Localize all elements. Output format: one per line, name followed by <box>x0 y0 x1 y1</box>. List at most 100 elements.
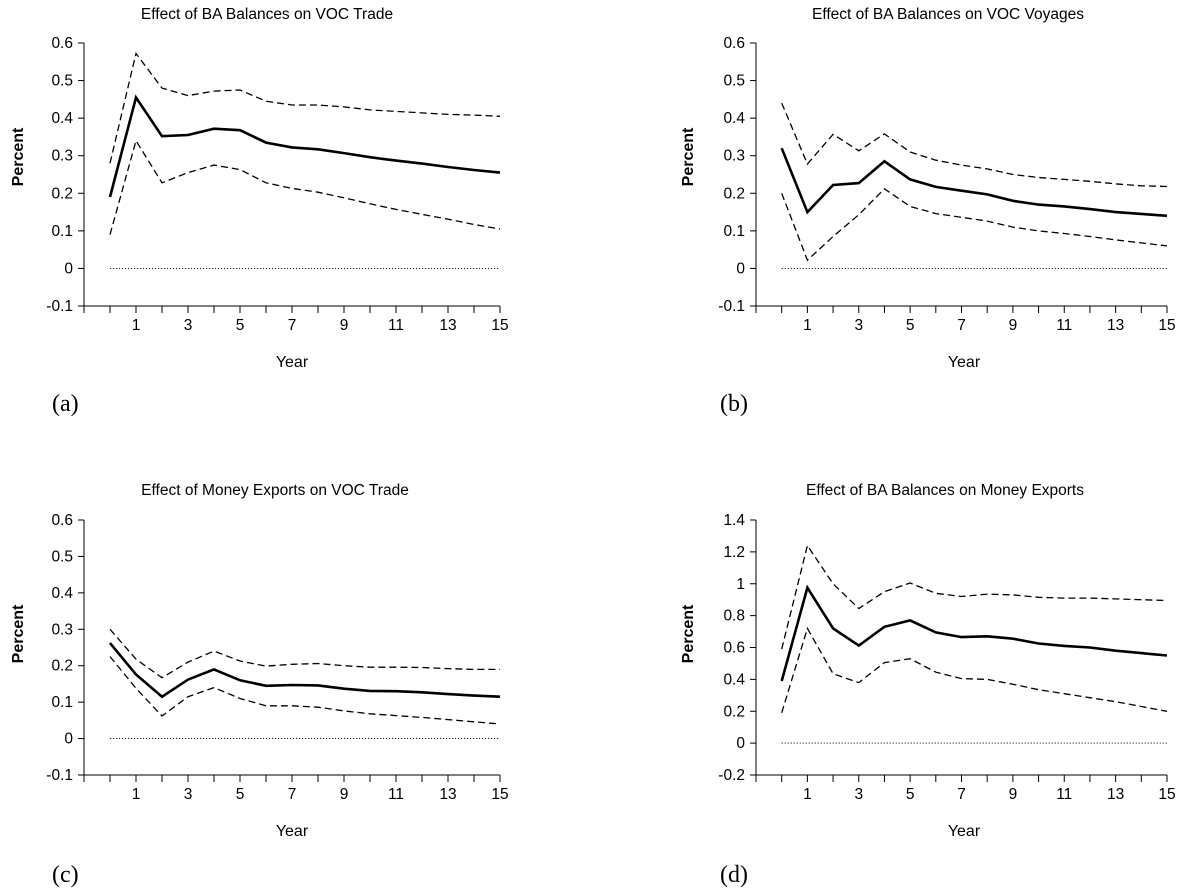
y-axis-label: Percent <box>10 604 27 663</box>
panel-label: (b) <box>720 391 748 417</box>
y-tick-label: -0.1 <box>718 298 745 315</box>
x-tick-label: 1 <box>132 317 141 334</box>
y-tick-label: 1.2 <box>723 544 745 561</box>
panel-d: Effect of BA Balances on Money Exports P… <box>680 482 1176 888</box>
plot-area: -0.200.20.40.60.811.21.41 3 5 7 9 11 13 15 <box>718 512 1175 803</box>
x-tick-label: 13 <box>1107 786 1124 803</box>
chart-title: Effect of BA Balances on VOC Trade <box>141 6 393 23</box>
x-tick-label: 1 <box>803 786 812 803</box>
y-tick-label: 0.1 <box>51 694 73 711</box>
x-axis-label: Year <box>948 823 981 840</box>
y-axis-label: Percent <box>10 127 27 186</box>
chart-title: Effect of Money Exports on VOC Trade <box>141 482 409 499</box>
x-tick-label: 11 <box>1056 317 1072 334</box>
panel-a: Effect of BA Balances on VOC Trade Perce… <box>10 6 509 417</box>
x-tick-label: 9 <box>1009 317 1018 334</box>
series-line-confidence-band <box>109 139 501 235</box>
panel-b: Effect of BA Balances on VOC Voyages Per… <box>680 6 1176 417</box>
y-tick-label: 0.6 <box>723 640 745 657</box>
series-line-estimate <box>108 94 501 198</box>
y-tick-label: 0.2 <box>723 703 745 720</box>
x-tick-label: 7 <box>957 786 966 803</box>
panel-label: (c) <box>52 862 79 888</box>
x-tick-label: 7 <box>288 317 297 334</box>
plot-area: -0.100.10.20.30.40.50.61 3 5 7 9 11 13 15 <box>46 35 508 334</box>
y-tick-label: 1.4 <box>723 512 745 529</box>
x-tick-label: 15 <box>491 317 508 334</box>
panel-c: Effect of Money Exports on VOC Trade Per… <box>10 482 509 888</box>
y-tick-label: 0.2 <box>51 658 73 675</box>
y-tick-label: 0.4 <box>51 110 73 127</box>
panel-label: (a) <box>52 391 79 417</box>
x-tick-label: 13 <box>439 786 456 803</box>
x-tick-label: 1 <box>803 317 812 334</box>
y-tick-label: 0.3 <box>51 148 73 165</box>
series-line-estimate <box>780 147 1168 218</box>
x-axis-label: Year <box>276 823 309 840</box>
series-line-confidence-band <box>781 626 1168 713</box>
y-tick-label: 0.6 <box>51 35 73 52</box>
x-tick-label: 7 <box>288 786 297 803</box>
x-tick-label: 13 <box>1107 317 1124 334</box>
x-tick-label: 11 <box>388 317 404 334</box>
y-tick-label: 0.5 <box>723 73 745 90</box>
y-tick-label: 0.2 <box>51 185 73 202</box>
x-tick-label: 11 <box>388 786 404 803</box>
y-tick-label: 0.4 <box>723 671 745 688</box>
y-tick-label: 0.8 <box>723 608 745 625</box>
x-tick-label: 15 <box>1158 317 1175 334</box>
y-tick-label: 0.5 <box>51 548 73 565</box>
x-tick-label: 7 <box>957 317 966 334</box>
y-tick-label: 0.3 <box>723 148 745 165</box>
x-tick-label: 3 <box>854 786 863 803</box>
x-tick-label: 15 <box>1158 786 1175 803</box>
x-tick-label: 11 <box>1056 786 1072 803</box>
series-line-confidence-band <box>109 52 501 164</box>
x-tick-label: 1 <box>132 786 141 803</box>
y-tick-label: 0 <box>64 260 73 277</box>
y-tick-label: 0.4 <box>51 585 73 602</box>
y-tick-label: -0.1 <box>46 767 73 784</box>
y-tick-label: -0.1 <box>46 298 73 315</box>
x-tick-label: 5 <box>236 786 245 803</box>
chart-title: Effect of BA Balances on Money Exports <box>806 482 1084 499</box>
y-tick-label: 0.4 <box>723 110 745 127</box>
series-line-confidence-band <box>781 187 1168 262</box>
series-line-estimate <box>780 584 1168 682</box>
y-tick-label: 0.2 <box>723 185 745 202</box>
y-axis-label: Percent <box>680 604 697 663</box>
x-tick-label: 5 <box>906 317 915 334</box>
x-tick-label: 3 <box>854 317 863 334</box>
plot-area: -0.100.10.20.30.40.50.61 3 5 7 9 11 13 15 <box>718 35 1175 334</box>
y-axis-label: Percent <box>680 127 697 186</box>
x-tick-label: 9 <box>340 317 349 334</box>
x-tick-label: 9 <box>340 786 349 803</box>
y-tick-label: 1 <box>736 576 745 593</box>
y-tick-label: 0.1 <box>723 223 745 240</box>
x-axis-label: Year <box>276 354 309 371</box>
y-tick-label: 0.5 <box>51 73 73 90</box>
x-tick-label: 5 <box>906 786 915 803</box>
x-tick-label: 15 <box>491 786 508 803</box>
x-tick-label: 3 <box>184 786 193 803</box>
x-tick-label: 9 <box>1009 786 1018 803</box>
x-tick-label: 3 <box>184 317 193 334</box>
x-axis-label: Year <box>948 354 981 371</box>
chart-title: Effect of BA Balances on VOC Voyages <box>812 6 1084 23</box>
x-tick-label: 13 <box>439 317 456 334</box>
y-tick-label: 0.1 <box>51 223 73 240</box>
series-line-confidence-band <box>781 102 1168 188</box>
y-tick-label: 0.6 <box>51 512 73 529</box>
y-tick-label: 0.6 <box>723 35 745 52</box>
x-tick-label: 5 <box>236 317 245 334</box>
panel-label: (d) <box>720 862 748 888</box>
series-line-estimate <box>108 642 501 699</box>
y-tick-label: 0 <box>736 260 745 277</box>
series-line-confidence-band <box>109 656 501 725</box>
plot-area: -0.100.10.20.30.40.50.61 3 5 7 9 11 13 15 <box>46 512 508 803</box>
y-tick-label: 0 <box>736 735 745 752</box>
series-line-confidence-band <box>109 628 500 679</box>
y-tick-label: 0 <box>64 731 73 748</box>
y-tick-label: 0.3 <box>51 621 73 638</box>
